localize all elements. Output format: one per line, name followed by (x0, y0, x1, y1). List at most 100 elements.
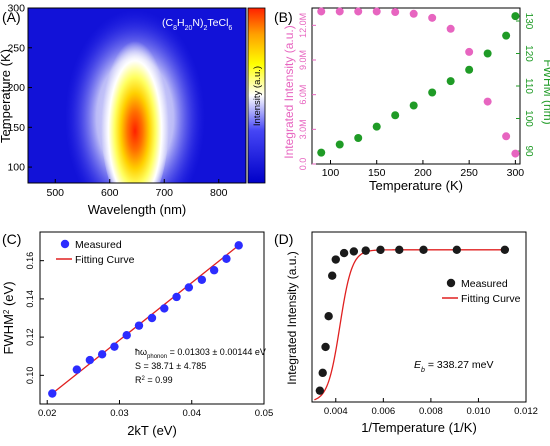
c-measured-point (234, 241, 243, 250)
a-y-tick-label: 300 (7, 3, 25, 15)
b-fwhm-point (446, 77, 455, 86)
d-x-tick-label: 0.010 (467, 406, 491, 417)
c-legend: Measured Fitting Curve (56, 239, 135, 266)
b-fwhm-point (391, 111, 400, 120)
b-x-tick-label: 250 (460, 167, 478, 179)
b-intensity-point (409, 9, 418, 18)
c-x-ticks: 0.02 0.03 0.04 0.05 (38, 400, 273, 419)
d-legend-measured-label: Measured (461, 278, 508, 290)
compound-annotation: (C8H20N)2TeCl6 (162, 17, 232, 32)
a-x-tick-label: 700 (155, 187, 173, 199)
b-left-y-ticks: 0.0 3.0M 6.0M 9.0M 12.0M (298, 13, 316, 170)
panel-d-label: (D) (274, 231, 293, 247)
colorbar (247, 7, 266, 184)
d-x-tick-label: 0.004 (324, 406, 348, 417)
c-annotation-line-1: ħωphonon = 0.01303 ± 0.00144 eV (135, 347, 266, 360)
d-measured-point (452, 245, 462, 255)
c-x-tick-label: 0.05 (255, 408, 274, 419)
b-fwhm-point (502, 31, 511, 40)
d-x-axis-label: 1/Temperature (1/K) (361, 420, 477, 435)
b-fwhm-point (354, 134, 363, 142)
c-annotation-line-2: S = 38.71 ± 4.785 (135, 361, 206, 371)
b-intensity-point (465, 47, 474, 56)
d-measured-point (324, 311, 333, 321)
d-measured-point (315, 386, 325, 395)
c-measured-point (134, 321, 144, 330)
d-measured-point (376, 245, 385, 255)
c-data-points (48, 241, 243, 398)
d-measured-point (331, 255, 340, 264)
c-measured-point (160, 304, 169, 313)
d-legend: Measured Fitting Curve (442, 278, 521, 305)
a-x-tick-label: 600 (101, 187, 119, 199)
panel-c-label: (C) (2, 231, 21, 247)
b-right-y-tick-label: 130 (523, 13, 534, 30)
b-left-y-tick-label: 3.0M (298, 119, 308, 139)
b-left-y-tick-label: 6.0M (298, 85, 308, 105)
d-legend-measured-marker (446, 278, 456, 288)
heatmap-area (28, 8, 246, 183)
c-measured-point (172, 292, 181, 302)
b-intensity-point (483, 97, 492, 106)
colorbar-label: Intensity (a.u.) (252, 66, 263, 126)
d-x-ticks: 0.004 0.006 0.008 0.010 0.012 (324, 398, 538, 417)
a-x-tick-label: 500 (46, 187, 64, 199)
panel-c: (C) 0.02 0.03 0.04 0.05 0.10 0.12 0.14 0.16 Me… (1, 231, 273, 438)
b-fwhm-point (465, 65, 474, 74)
panel-a-label: (A) (2, 9, 21, 25)
b-fwhm-point (317, 148, 326, 157)
c-measured-point (209, 266, 219, 275)
b-x-tick-label: 150 (368, 167, 386, 179)
c-measured-point (184, 283, 194, 292)
b-right-y-tick-label: 110 (523, 78, 534, 94)
c-x-tick-label: 0.03 (110, 408, 129, 419)
c-plot-frame (39, 231, 265, 405)
d-x-tick-label: 0.006 (371, 406, 395, 417)
c-annotation-line-3: R2 = 0.99 (135, 375, 173, 385)
b-right-y-axis-label: FWHM (nm) (541, 59, 550, 124)
c-x-tick-label: 0.02 (38, 408, 57, 419)
b-right-y-tick-label: 90 (523, 145, 534, 157)
a-x-axis-label: Wavelength (nm) (88, 202, 187, 217)
b-plot-frame (311, 7, 521, 165)
c-fit-annotation: ħωphonon = 0.01303 ± 0.00144 eV S = 38.7… (135, 347, 266, 385)
a-y-tick-label: 150 (7, 122, 25, 134)
c-x-tick-label: 0.04 (182, 408, 201, 419)
d-measured-point (500, 245, 510, 255)
b-right-y-tick-label: 100 (523, 110, 534, 127)
a-x-ticks: 500 600 700 800 (46, 179, 228, 199)
d-eb-annotation: Eb = 338.27 meV (414, 359, 494, 374)
d-fit-path (314, 249, 507, 401)
c-y-ticks: 0.10 0.12 0.14 0.16 (25, 252, 44, 384)
b-x-tick-label: 200 (414, 167, 432, 179)
d-y-axis-label: Integrated Intensity (a.u.) (285, 251, 299, 384)
d-x-tick-label: 0.012 (514, 406, 538, 417)
b-data-points (317, 7, 520, 158)
panel-a: (A) (C8H20N)2TeCl6 500 600 700 800 100 150 20… (0, 3, 266, 217)
c-y-tick-label: 0.12 (25, 328, 35, 346)
c-y-tick-label: 0.14 (25, 290, 35, 308)
d-x-tick-label: 0.008 (419, 406, 443, 417)
d-plot-frame (311, 231, 527, 403)
a-y-tick-label: 100 (7, 162, 25, 174)
a-y-axis-label: Temperature (K) (0, 49, 13, 143)
d-measured-point (361, 246, 370, 255)
c-measured-point (110, 342, 119, 351)
b-fwhm-point (372, 122, 381, 131)
panel-b: (B) 100 150 200 250 300 0.0 3.0M 6.0M 9.0M 12.0M… (274, 7, 550, 193)
c-measured-point (147, 313, 157, 323)
b-right-y-ticks: 90 100 110 120 130 (516, 13, 534, 157)
b-left-y-tick-label: 9.0M (298, 50, 308, 70)
d-measured-point (349, 247, 359, 256)
c-x-axis-label: 2kT (eV) (127, 423, 177, 438)
b-x-axis-label: Temperature (K) (369, 178, 463, 193)
b-fwhm-point (483, 49, 492, 58)
c-y-tick-label: 0.16 (25, 252, 35, 270)
b-intensity-point (372, 7, 381, 16)
c-measured-point (48, 389, 57, 398)
c-fit-segment (51, 244, 240, 394)
b-intensity-point (391, 8, 400, 17)
b-intensity-point (446, 24, 455, 33)
d-measured-point (328, 271, 337, 280)
a-y-tick-label: 250 (7, 42, 25, 54)
